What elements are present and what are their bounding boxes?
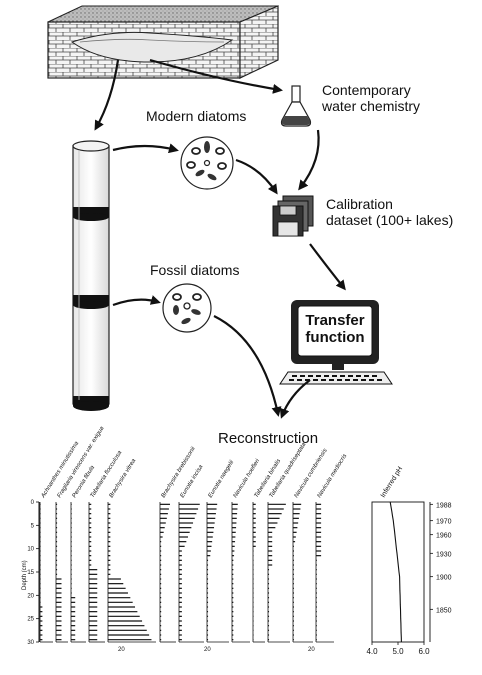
arrow-calibration-to-transfer (309, 243, 346, 291)
lake-block-icon (47, 5, 279, 79)
year-tick-label: 1850 (436, 607, 452, 614)
label-function: function (305, 329, 365, 346)
ph-tick-label: 5.0 (392, 647, 404, 656)
ph-axis-label: Inferred pH (380, 466, 405, 499)
percent-tick-label: 20 (118, 647, 125, 653)
arrow-transfer-to-reconstruction (279, 379, 311, 419)
label-transfer: Transfer (305, 312, 365, 329)
year-tick-label: 1900 (436, 575, 452, 582)
flask-icon (280, 85, 312, 127)
fossil-diatoms-icon (162, 283, 212, 333)
label-reconstruction: Reconstruction (218, 430, 319, 447)
year-tick-label: 1970 (436, 519, 452, 526)
sediment-core-icon (72, 140, 110, 411)
depth-tick-label: 15 (27, 570, 34, 576)
taxon-label: Eunotia naegelii (208, 459, 236, 499)
label-calibration: Calibration (326, 196, 393, 212)
year-tick-label: 1960 (436, 533, 452, 540)
arrow-lake-to-flask (149, 58, 283, 94)
year-tick-label: 1988 (436, 502, 452, 509)
arrow-core-to-fossil (112, 295, 161, 307)
floppy-disks-icon (272, 195, 314, 237)
year-tick-label: 1930 (436, 551, 452, 558)
arrow-flask-to-calibration (298, 129, 320, 191)
percent-tick-label: 20 (204, 647, 211, 653)
depth-tick-label: 0 (31, 500, 35, 506)
label-modern-diatoms: Modern diatoms (146, 108, 247, 124)
computer-icon (279, 300, 393, 385)
label-calibration-dataset: dataset (100+ lakes) (326, 212, 454, 228)
label-contemporary: Contemporary (322, 82, 411, 98)
depth-tick-label: 5 (31, 523, 35, 529)
depth-tick-label: 25 (27, 617, 34, 623)
ph-panel-frame (371, 501, 425, 643)
ph-tick-label: 6.0 (418, 647, 430, 656)
ph-tick-label: 4.0 (366, 647, 378, 656)
depth-tick-label: 10 (27, 547, 34, 553)
depth-tick-label: 30 (27, 640, 34, 646)
arrow-fossil-to-reconstruction (213, 315, 282, 417)
label-water-chemistry: water chemistry (322, 98, 421, 114)
modern-diatoms-icon (180, 136, 234, 190)
taxon-label: Brachysira brebissonii (161, 446, 198, 500)
arrow-modern-to-calibration (235, 158, 278, 195)
taxon-label: Tabellaria flocculosa (90, 449, 124, 499)
ph-curve (389, 501, 402, 643)
arrow-core-to-modern (112, 143, 179, 154)
arrow-lake-to-core (94, 59, 120, 131)
percent-tick-label: 20 (308, 647, 315, 653)
label-fossil-diatoms: Fossil diatoms (150, 262, 240, 278)
depth-tick-label: 20 (27, 593, 34, 599)
depth-axis-label: Depth (cm) (22, 560, 28, 590)
